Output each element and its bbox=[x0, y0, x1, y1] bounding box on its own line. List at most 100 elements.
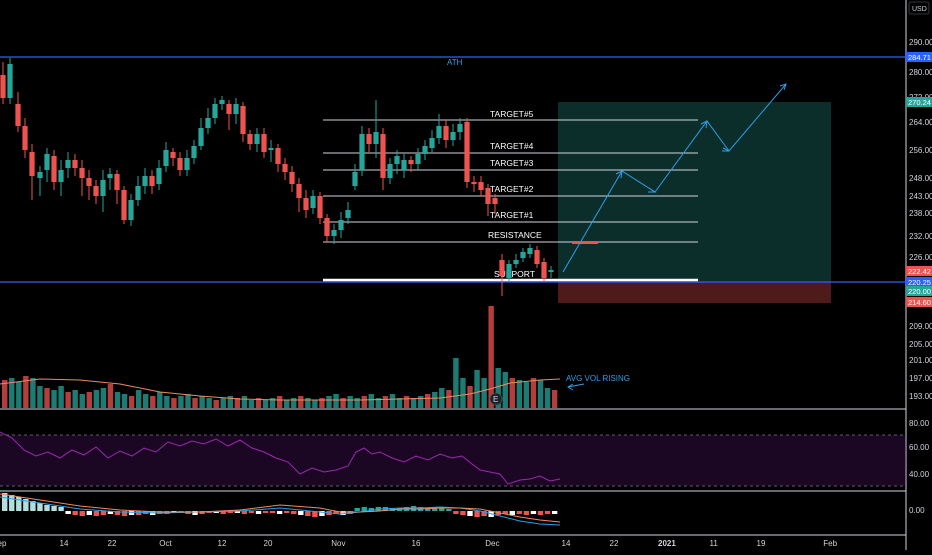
macd-tick: 0.00 bbox=[909, 506, 925, 515]
price-tick: 264.00 bbox=[909, 118, 932, 127]
time-axis[interactable]: ep 14 22 Oct 12 20 Nov 16 Dec 14 22 2021 11 19 Feb bbox=[0, 539, 838, 548]
candle bbox=[534, 246, 540, 268]
candle bbox=[177, 152, 183, 176]
price-tick: 256.00 bbox=[909, 146, 932, 155]
earnings-marker[interactable] bbox=[489, 392, 503, 406]
price-candles[interactable] bbox=[0, 58, 554, 296]
macd-bar bbox=[121, 511, 128, 516]
macd-bar bbox=[305, 511, 311, 516]
price-tick: 280.00 bbox=[909, 68, 932, 77]
volume-bar bbox=[551, 390, 558, 408]
volume-bar bbox=[30, 378, 36, 408]
macd-bar bbox=[439, 508, 445, 511]
candle bbox=[79, 160, 85, 196]
volume-bar bbox=[72, 390, 78, 408]
macd-bar bbox=[354, 508, 360, 511]
volume-bar bbox=[128, 396, 135, 408]
macd-bar bbox=[361, 507, 367, 511]
profit-zone[interactable] bbox=[558, 102, 831, 282]
volume-bar bbox=[150, 396, 156, 408]
target3-label: TARGET#3 bbox=[490, 158, 534, 168]
candle bbox=[268, 140, 274, 162]
candle bbox=[156, 160, 162, 190]
candle bbox=[184, 150, 190, 176]
macd-bar bbox=[291, 511, 297, 514]
volume-bar bbox=[157, 392, 163, 408]
currency-button[interactable] bbox=[908, 1, 930, 15]
macd-bar bbox=[340, 511, 346, 515]
stop-zone[interactable] bbox=[558, 282, 831, 303]
volume-bar bbox=[523, 382, 530, 408]
candle bbox=[373, 100, 379, 158]
macd-bar bbox=[23, 499, 29, 511]
volume-bar bbox=[417, 396, 424, 408]
candle bbox=[422, 140, 428, 160]
candle bbox=[520, 248, 526, 262]
svg-text:220.00: 220.00 bbox=[908, 287, 931, 296]
candle bbox=[121, 186, 127, 224]
volume-bar bbox=[368, 394, 374, 408]
rsi-band bbox=[0, 435, 906, 486]
volume-ma-line bbox=[0, 378, 561, 401]
candle bbox=[0, 62, 6, 104]
projection-arrows[interactable] bbox=[562, 83, 787, 273]
candle bbox=[380, 128, 386, 190]
volume-bar bbox=[284, 400, 290, 408]
candle bbox=[450, 124, 456, 146]
macd-bar bbox=[58, 507, 64, 511]
volume-bar bbox=[206, 398, 212, 408]
svg-text:284.71: 284.71 bbox=[908, 53, 931, 62]
volume-bar bbox=[164, 396, 170, 408]
volume-bar bbox=[199, 396, 205, 408]
candle bbox=[163, 142, 169, 172]
candle bbox=[485, 184, 491, 216]
macd-bar bbox=[51, 506, 57, 511]
candle bbox=[135, 176, 141, 206]
volume-bar bbox=[143, 394, 149, 408]
time-tick: 20 bbox=[264, 539, 273, 548]
macd-bar bbox=[37, 503, 43, 511]
volume-bar bbox=[58, 386, 64, 408]
macd-bar bbox=[93, 511, 100, 516]
time-tick: 2021 bbox=[658, 539, 676, 548]
macd-bar bbox=[544, 511, 551, 514]
macd-bar bbox=[481, 511, 487, 516]
volume-bar bbox=[241, 396, 248, 408]
volume-bar bbox=[234, 398, 241, 408]
candle bbox=[247, 130, 253, 150]
macd-bar bbox=[248, 511, 255, 513]
time-tick: Oct bbox=[159, 539, 172, 548]
rsi-axis: 80.00 60.00 40.00 bbox=[909, 419, 930, 479]
volume-bar bbox=[291, 398, 297, 408]
volume-bar bbox=[396, 398, 403, 408]
candle bbox=[303, 190, 309, 218]
time-tick: 14 bbox=[60, 539, 69, 548]
volume-bar bbox=[86, 392, 92, 408]
volume-bar bbox=[262, 400, 269, 408]
time-tick: ep bbox=[0, 539, 7, 548]
candle bbox=[58, 160, 64, 196]
candle bbox=[282, 158, 288, 180]
volume-annotation-arrow bbox=[567, 383, 585, 391]
volume-bar bbox=[93, 390, 100, 408]
time-tick: 16 bbox=[412, 539, 421, 548]
target2-label: TARGET#2 bbox=[490, 184, 534, 194]
candle bbox=[352, 164, 358, 190]
macd-bar bbox=[502, 511, 508, 514]
volume-bar bbox=[192, 398, 198, 408]
macd-bar bbox=[516, 511, 523, 514]
candle bbox=[506, 260, 512, 282]
volume-bar bbox=[326, 396, 332, 408]
macd-bar bbox=[446, 509, 452, 511]
volume-bar bbox=[509, 378, 515, 408]
volume-bar bbox=[255, 398, 262, 408]
candle bbox=[100, 170, 106, 212]
macd-bar bbox=[298, 511, 304, 515]
candle bbox=[15, 92, 21, 132]
candle bbox=[478, 176, 484, 196]
price-tick: 209.00 bbox=[909, 322, 932, 331]
candle bbox=[331, 224, 337, 244]
volume-bar bbox=[453, 358, 459, 408]
support-label: SUPPORT bbox=[494, 269, 535, 279]
